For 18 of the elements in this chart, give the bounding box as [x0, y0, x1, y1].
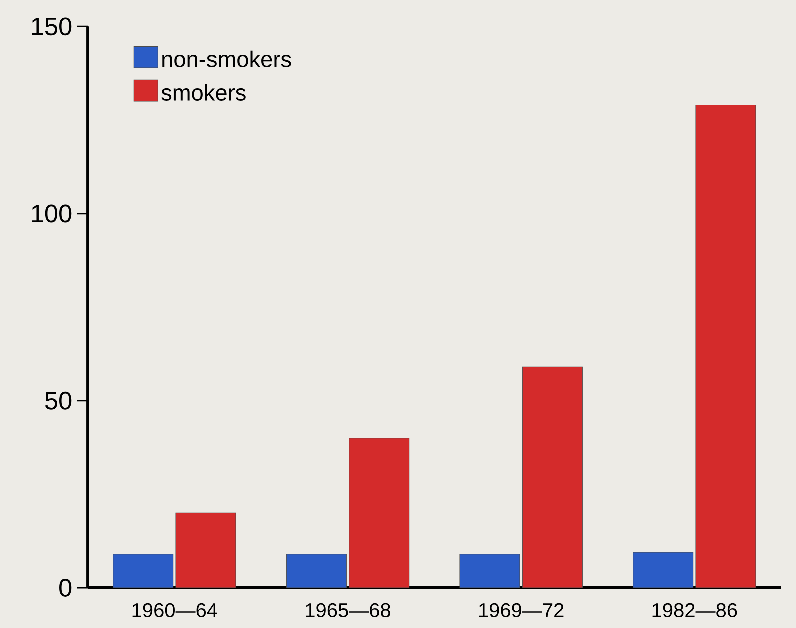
bar [176, 512, 236, 588]
x-tick-label: 1969—72 [479, 603, 564, 618]
y-tick-label: 0 [60, 579, 72, 597]
y-tick-label: 50 [45, 392, 72, 410]
legend-label: smokers [162, 84, 246, 101]
y-tick-label: 100 [32, 204, 72, 223]
y-tick-label: 150 [32, 18, 72, 36]
bar [113, 554, 174, 588]
bar [460, 554, 520, 588]
x-tick-label: 1960—64 [132, 603, 218, 618]
x-tick-label: 1965—68 [306, 603, 390, 618]
bar [286, 554, 347, 588]
bar [522, 366, 583, 588]
x-tick-label: 1982—86 [652, 603, 738, 618]
bar [633, 552, 694, 588]
legend-label: non-smokers [162, 50, 292, 68]
bar [349, 438, 410, 588]
bar [696, 104, 756, 588]
